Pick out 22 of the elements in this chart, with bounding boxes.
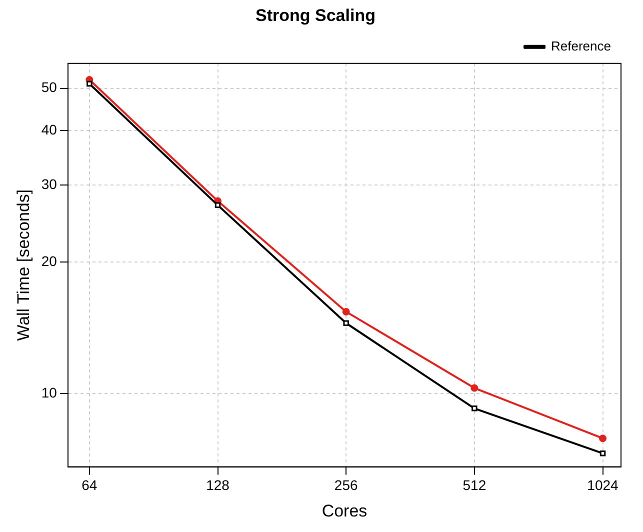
- point: [86, 80, 92, 87]
- x-tick-label: 512: [462, 477, 486, 494]
- x-tick-label: 1024: [587, 477, 619, 494]
- point: [214, 202, 221, 208]
- point: [599, 434, 607, 442]
- y-tick-label: 30: [41, 176, 58, 192]
- y-tick-label: 10: [41, 384, 58, 400]
- x-axis-title: Cores: [322, 501, 368, 520]
- x-tick-label: 256: [334, 477, 358, 494]
- point: [470, 384, 478, 392]
- y-tick-label: 40: [41, 121, 58, 138]
- x-tick-label: 128: [206, 477, 230, 494]
- point: [343, 320, 349, 326]
- point: [472, 406, 478, 412]
- point: [600, 450, 606, 456]
- y-axis-title: Wall Time [seconds]: [14, 189, 33, 341]
- legend-label: Reference: [551, 38, 612, 54]
- x-tick-label: 64: [82, 477, 98, 494]
- y-tick-label: 50: [41, 79, 58, 96]
- y-tick-label: 20: [41, 252, 58, 269]
- chart-title: Strong Scaling: [256, 6, 376, 25]
- point: [342, 308, 350, 316]
